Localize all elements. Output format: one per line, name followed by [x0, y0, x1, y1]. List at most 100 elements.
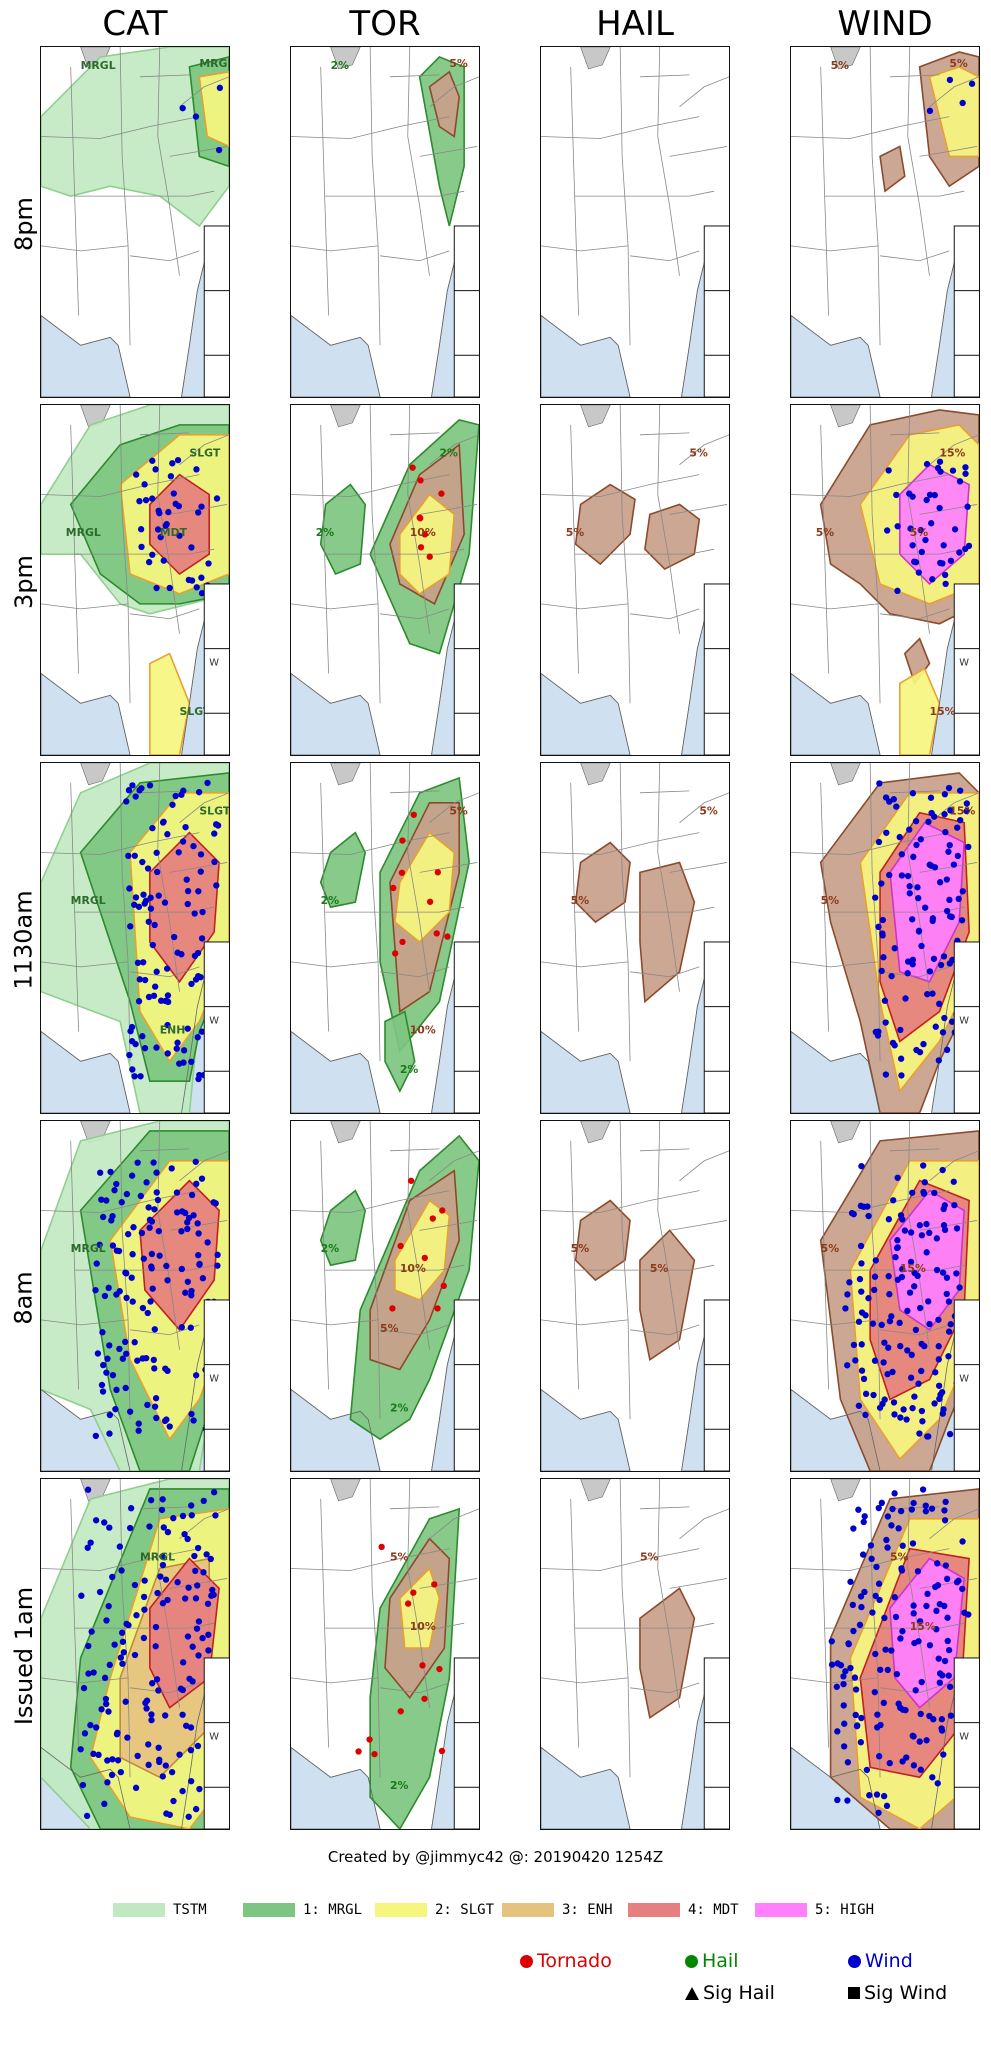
- risk-area-mrgl: [319, 831, 367, 909]
- wind-report-dot: [109, 1242, 117, 1249]
- map-panel-tor-8pm: 2% 5%: [290, 46, 480, 398]
- risk-area-high: [889, 821, 965, 983]
- risk-label: 15%: [910, 1620, 936, 1633]
- wind-report-dot: [908, 1351, 915, 1359]
- wind-report-dot: [152, 466, 159, 473]
- wind-report-dot: [845, 1640, 852, 1647]
- state-border: [41, 116, 200, 139]
- risk-label: 5%: [821, 894, 840, 907]
- wind-report-dot: [946, 1683, 954, 1690]
- wind-report-dot: [938, 1725, 945, 1732]
- square-icon: [848, 1987, 860, 1999]
- wind-report-dot: [212, 821, 220, 828]
- state-border: [380, 250, 450, 262]
- wind-report-dot: [902, 1706, 909, 1714]
- state-border: [157, 47, 180, 276]
- state-border: [919, 1578, 978, 1589]
- wind-report-dot: [204, 779, 211, 787]
- wind-report-dot: [938, 1716, 946, 1723]
- map-panel-cat-8pm: MRGL MRGL: [40, 46, 230, 398]
- risk-label: 15%: [939, 447, 965, 460]
- wind-report-dot: [153, 968, 160, 975]
- wind-report-dot: [184, 900, 191, 908]
- wind-report-dot: [117, 1654, 125, 1661]
- tornado-report-dot: [417, 544, 425, 551]
- map-svg: [541, 47, 729, 397]
- wind-report-dot: [192, 1372, 200, 1379]
- wind-report-dot: [875, 1753, 883, 1760]
- wind-report-dot: [210, 1489, 218, 1496]
- wind-report-dot: [126, 1408, 134, 1415]
- legend-mrgl: 1: MRGL: [243, 1900, 362, 1920]
- risk-label: 10%: [400, 1262, 426, 1275]
- state-border: [630, 1682, 700, 1694]
- state-border: [657, 405, 680, 634]
- wind-report-dot: [941, 1014, 948, 1022]
- state-border: [907, 47, 930, 276]
- wind-report-dot: [929, 576, 936, 583]
- wind-report-dot: [862, 1390, 870, 1398]
- state-border: [74, 1622, 215, 1629]
- wind-report-dot: [196, 1785, 203, 1793]
- wind-report-dot: [923, 1737, 930, 1744]
- wind-report-dot: [135, 1420, 142, 1427]
- state-border: [380, 966, 450, 978]
- wind-report-dot: [897, 1026, 904, 1034]
- wind-report-dot: [192, 1805, 200, 1813]
- table-frame: [703, 1299, 729, 1471]
- wind-report-dot: [148, 1716, 155, 1724]
- map-svg: 5% 10% 2%: [291, 1479, 479, 1829]
- wind-report-dot: [118, 1567, 125, 1574]
- tornado-report-dot: [366, 1736, 373, 1743]
- risk-label: 5%: [566, 526, 585, 539]
- wind-report-dot: [150, 992, 158, 999]
- wind-report-dot: [93, 1724, 100, 1731]
- wind-report-dot: [164, 1596, 171, 1604]
- wind-report-dot: [127, 923, 134, 930]
- wind-report-dot: [861, 1588, 868, 1596]
- report-table-fragment: [453, 583, 479, 755]
- legend-enh: 3: ENH: [502, 1900, 613, 1920]
- wind-report-dot: [195, 1251, 202, 1259]
- wind-report-dot: [872, 1650, 879, 1658]
- state-border: [791, 961, 879, 968]
- wind-report-dot: [944, 1637, 951, 1645]
- wind-report-dot: [890, 1197, 897, 1204]
- wind-report-dot: [199, 1634, 206, 1642]
- wind-report-dot: [111, 1187, 118, 1194]
- state-border: [380, 1324, 450, 1336]
- map-panel-wind-8pm: 5% 5%: [790, 46, 980, 398]
- wind-report-dot: [203, 1551, 210, 1558]
- wind-report-dot: [164, 1021, 171, 1029]
- report-table-fragment: W: [203, 941, 229, 1113]
- risk-label: 5%: [910, 526, 929, 539]
- wind-report-dot: [897, 1704, 904, 1711]
- tornado-report-dot: [390, 884, 397, 892]
- tornado-report-dot: [421, 531, 429, 538]
- state-border: [41, 832, 200, 855]
- wind-report-dot: [128, 1274, 135, 1281]
- wind-report-dot: [172, 500, 179, 508]
- state-border: [291, 245, 379, 252]
- wind-report-dot: [844, 1759, 852, 1766]
- wind-report-dot: [125, 852, 132, 860]
- state-border: [824, 1264, 965, 1271]
- wind-report-dot: [151, 1403, 159, 1410]
- wind-report-dot: [857, 1242, 865, 1250]
- wind-report-dot: [98, 1196, 105, 1203]
- wind-report-dot: [939, 1388, 946, 1396]
- gulf-coastline: [291, 673, 381, 755]
- risk-area-prob: [639, 1587, 696, 1719]
- state-border: [291, 1190, 450, 1213]
- state-border: [74, 190, 215, 197]
- map-panel-tor-8am: 2% 10% 5% 2%: [290, 1120, 480, 1472]
- table-fragment-text: W: [959, 1015, 969, 1026]
- wind-report-dot: [884, 527, 891, 534]
- wind-report-dot: [850, 1627, 857, 1635]
- wind-report-dot: [871, 1286, 878, 1294]
- wind-report-dot: [188, 1410, 195, 1418]
- wind-report-dot: [945, 784, 953, 792]
- wind-report-dot: [145, 993, 153, 1001]
- wind-report-dot: [949, 467, 957, 474]
- state-border: [669, 862, 728, 873]
